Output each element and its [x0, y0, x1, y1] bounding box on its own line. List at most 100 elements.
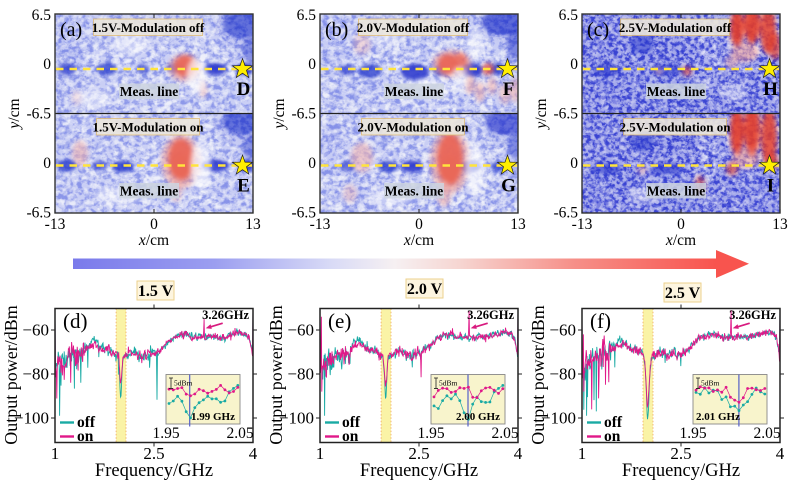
svg-text:Frequency/GHz: Frequency/GHz	[360, 461, 478, 481]
svg-text:-13: -13	[310, 216, 331, 233]
svg-text:3.26GHz: 3.26GHz	[202, 308, 249, 322]
svg-text:2.5: 2.5	[408, 444, 429, 463]
svg-text:0: 0	[150, 216, 158, 233]
svg-text:on: on	[342, 428, 359, 445]
svg-text:2.00 GHz: 2.00 GHz	[456, 411, 500, 423]
svg-text:3.26GHz: 3.26GHz	[729, 308, 776, 322]
svg-text:−80: −80	[22, 365, 49, 384]
svg-text:2.5V-Modulation off: 2.5V-Modulation off	[619, 20, 732, 35]
svg-text:y/cm: y/cm	[533, 98, 550, 130]
svg-text:Meas. line: Meas. line	[120, 84, 179, 99]
svg-text:Meas. line: Meas. line	[647, 184, 706, 199]
svg-text:2.5 V: 2.5 V	[665, 285, 701, 302]
svg-text:Meas. line: Meas. line	[385, 84, 444, 99]
svg-text:on: on	[77, 428, 94, 445]
svg-text:-13: -13	[572, 216, 593, 233]
svg-text:0: 0	[677, 216, 685, 233]
svg-text:off: off	[342, 414, 361, 431]
svg-text:6.5: 6.5	[297, 7, 317, 24]
svg-text:1.5V-Modulation off: 1.5V-Modulation off	[92, 20, 205, 35]
svg-text:3.26GHz: 3.26GHz	[467, 308, 514, 322]
svg-text:5dBm: 5dBm	[174, 379, 193, 388]
svg-text:Output power/dBm: Output power/dBm	[1, 305, 21, 445]
svg-text:1: 1	[578, 444, 587, 463]
svg-text:0: 0	[570, 155, 578, 172]
svg-text:13: 13	[245, 216, 261, 233]
svg-text:H: H	[763, 79, 778, 100]
svg-text:0: 0	[415, 216, 423, 233]
svg-text:4: 4	[776, 444, 785, 463]
svg-text:2.0 V: 2.0 V	[407, 281, 443, 298]
svg-text:Meas. line: Meas. line	[120, 184, 179, 199]
svg-text:I: I	[767, 176, 774, 197]
svg-text:6.5: 6.5	[32, 7, 52, 24]
svg-text:-6.5: -6.5	[26, 106, 51, 123]
svg-text:0: 0	[308, 155, 316, 172]
svg-text:0: 0	[43, 56, 51, 73]
svg-text:Meas. line: Meas. line	[647, 84, 706, 99]
svg-text:−80: −80	[549, 365, 576, 384]
svg-text:0: 0	[308, 56, 316, 73]
svg-text:x/cm: x/cm	[665, 232, 696, 249]
svg-text:−100: −100	[541, 409, 576, 428]
svg-text:E: E	[237, 176, 250, 197]
svg-text:-13: -13	[45, 216, 66, 233]
svg-text:1.99 GHz: 1.99 GHz	[191, 411, 235, 423]
svg-text:6.5: 6.5	[559, 7, 579, 24]
svg-text:-6.5: -6.5	[553, 106, 578, 123]
svg-text:-6.5: -6.5	[26, 205, 51, 222]
svg-text:1: 1	[51, 444, 60, 463]
svg-text:Meas. line: Meas. line	[385, 184, 444, 199]
svg-text:−100: −100	[14, 409, 49, 428]
svg-text:−100: −100	[279, 409, 314, 428]
svg-text:2.5: 2.5	[670, 444, 691, 463]
svg-text:5dBm: 5dBm	[701, 379, 720, 388]
svg-text:F: F	[503, 79, 515, 100]
svg-text:−80: −80	[287, 365, 314, 384]
svg-text:x/cm: x/cm	[138, 232, 169, 249]
svg-text:off: off	[77, 414, 96, 431]
svg-text:D: D	[237, 79, 251, 100]
svg-text:4: 4	[249, 444, 258, 463]
svg-text:off: off	[604, 414, 623, 431]
svg-text:2.5: 2.5	[143, 444, 164, 463]
svg-text:(c): (c)	[587, 19, 609, 41]
svg-text:Output power/dBm: Output power/dBm	[528, 305, 548, 445]
svg-text:(a): (a)	[60, 19, 82, 41]
svg-text:-6.5: -6.5	[291, 205, 316, 222]
svg-text:2.0V-Modulation on: 2.0V-Modulation on	[358, 120, 470, 135]
svg-text:1.95: 1.95	[417, 425, 444, 442]
svg-text:-6.5: -6.5	[553, 205, 578, 222]
svg-text:0: 0	[570, 56, 578, 73]
svg-text:on: on	[604, 428, 621, 445]
svg-text:1.5 V: 1.5 V	[138, 283, 174, 300]
svg-text:(f): (f)	[590, 309, 611, 333]
svg-text:-6.5: -6.5	[291, 106, 316, 123]
svg-text:0: 0	[43, 155, 51, 172]
svg-text:2.0V-Modulation off: 2.0V-Modulation off	[357, 20, 470, 35]
svg-text:(b): (b)	[325, 19, 348, 41]
svg-text:Output power/dBm: Output power/dBm	[266, 305, 286, 445]
svg-text:(d): (d)	[63, 309, 88, 333]
svg-text:2.5V-Modulation on: 2.5V-Modulation on	[620, 120, 732, 135]
svg-text:y/cm: y/cm	[6, 98, 23, 130]
svg-text:1.95: 1.95	[679, 425, 706, 442]
svg-text:G: G	[501, 176, 516, 197]
svg-text:2.05: 2.05	[226, 425, 253, 442]
svg-text:1.95: 1.95	[152, 425, 179, 442]
svg-text:−60: −60	[549, 321, 576, 340]
svg-text:x/cm: x/cm	[403, 232, 434, 249]
svg-text:2.01 GHz: 2.01 GHz	[696, 411, 740, 423]
svg-text:y/cm: y/cm	[271, 98, 288, 130]
svg-text:2.05: 2.05	[753, 425, 780, 442]
svg-text:1: 1	[316, 444, 325, 463]
svg-text:13: 13	[772, 216, 788, 233]
svg-text:13: 13	[510, 216, 526, 233]
svg-text:Frequency/GHz: Frequency/GHz	[622, 461, 740, 481]
svg-text:−60: −60	[287, 321, 314, 340]
svg-text:−60: −60	[22, 321, 49, 340]
svg-text:Frequency/GHz: Frequency/GHz	[95, 461, 213, 481]
svg-text:1.5V-Modulation on: 1.5V-Modulation on	[93, 120, 205, 135]
svg-text:2.05: 2.05	[491, 425, 518, 442]
svg-text:5dBm: 5dBm	[439, 379, 458, 388]
